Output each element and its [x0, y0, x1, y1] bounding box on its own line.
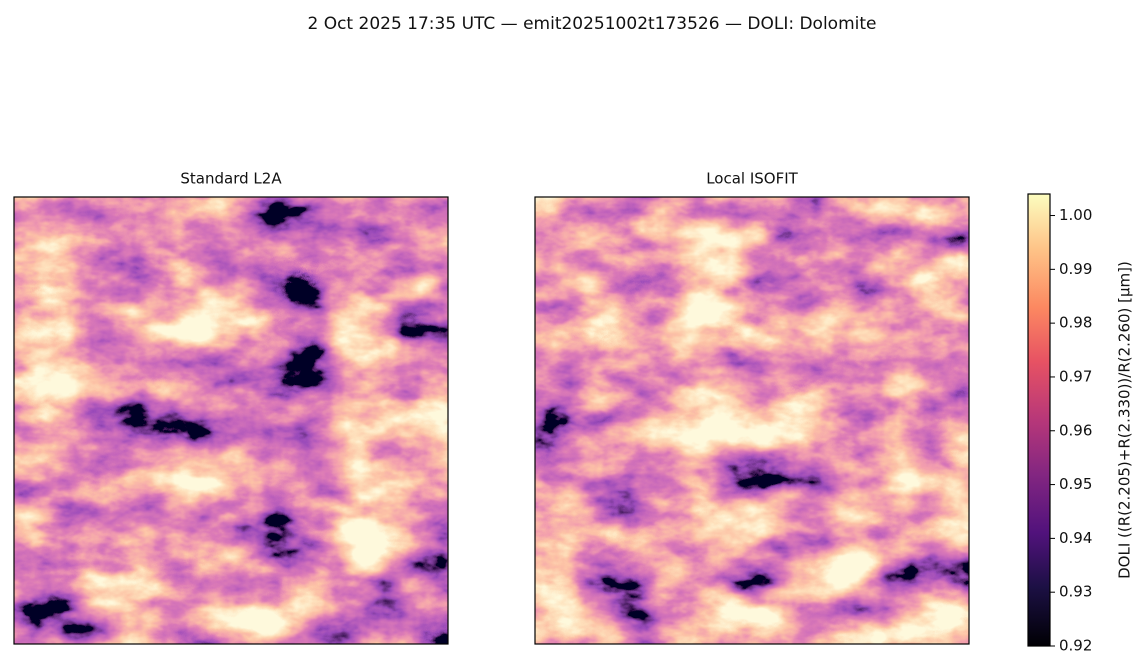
tick-label: 0.95	[1059, 475, 1092, 493]
tick-label: 1.00	[1059, 206, 1092, 224]
image-panel	[14, 197, 448, 644]
panel-title: Standard L2A	[180, 170, 282, 188]
tick-label: 0.92	[1059, 637, 1092, 655]
panel-frame	[13, 196, 449, 645]
panel-frame	[534, 196, 970, 645]
tick-label: 0.97	[1059, 367, 1092, 385]
panel-title: Local ISOFIT	[706, 170, 798, 188]
tick-label: 0.94	[1059, 529, 1092, 547]
image-panel	[535, 197, 969, 644]
tick-label: 0.98	[1059, 314, 1092, 332]
figure-title: 2 Oct 2025 17:35 UTC — emit20251002t1735…	[307, 14, 876, 34]
colorbar-label: DOLI ((R(2.205)+R(2.330))/R(2.260) [µm])	[1116, 261, 1134, 579]
tick-label: 0.93	[1059, 583, 1092, 601]
tick-label: 0.99	[1059, 260, 1092, 278]
tick-label: 0.96	[1059, 421, 1092, 439]
colorbar	[1027, 193, 1051, 647]
colorbar-ticks: 0.92 0.93 0.94 0.95 0.96 0.97 0.98 0.99 1.00	[1050, 206, 1092, 655]
